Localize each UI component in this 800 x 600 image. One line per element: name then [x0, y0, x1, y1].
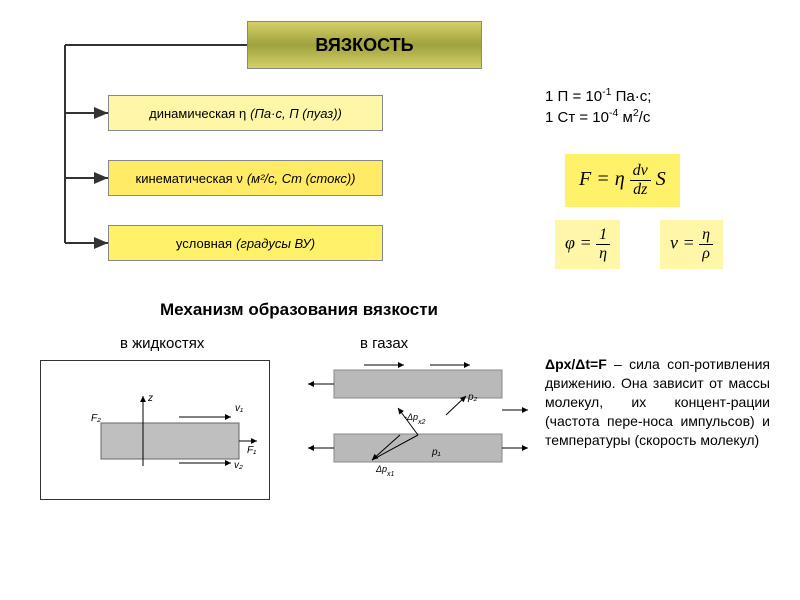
formula-force: F = η dvdz S [565, 154, 680, 207]
viscosity-type-2: условная (градусы ВУ) [108, 225, 383, 261]
type-units: (м²/c, Ст (стокс)) [247, 171, 356, 186]
type-units: (градусы ВУ) [236, 236, 315, 251]
section-title: Механизм образования вязкости [160, 300, 438, 320]
formula-phi: φ = 1η [555, 220, 620, 269]
svg-text:F₂: F₂ [91, 413, 101, 424]
type-prefix: кинематическая ν [136, 171, 243, 186]
svg-text:Δpx1: Δpx1 [375, 464, 395, 478]
type-units: (Па·с, П (пуаз)) [250, 106, 342, 121]
svg-text:p₂: p₂ [467, 392, 478, 403]
unit-poise: 1 П = 10-1 Па·с; [545, 86, 651, 105]
svg-text:v₂: v₂ [234, 460, 243, 471]
diagram-liquid: z v₁ v₂ F₁ F₂ [40, 360, 270, 500]
label-liquids: в жидкостях [120, 335, 204, 352]
svg-text:-Δpx2: -Δpx2 [404, 412, 426, 426]
viscosity-type-0: динамическая η (Па·с, П (пуаз)) [108, 95, 383, 131]
unit-stokes: 1 Ст = 10-4 м2/с [545, 107, 650, 126]
svg-text:p₁: p₁ [431, 447, 441, 458]
svg-text:F₁: F₁ [247, 445, 256, 456]
type-prefix: динамическая η [149, 106, 246, 121]
formula-nu: ν = ηρ [660, 220, 723, 269]
viscosity-type-1: кинематическая ν (м²/c, Ст (стокс)) [108, 160, 383, 196]
type-prefix: условная [176, 236, 232, 251]
diagram-gas: -Δpx2 p₂ p₁ Δpx1 [300, 360, 530, 510]
label-gases: в газах [360, 335, 408, 352]
svg-text:z: z [147, 393, 153, 404]
svg-text:v₁: v₁ [235, 403, 243, 414]
explanation-paragraph: Δpx/Δt=F – сила соп-ротивления движению.… [545, 355, 770, 449]
